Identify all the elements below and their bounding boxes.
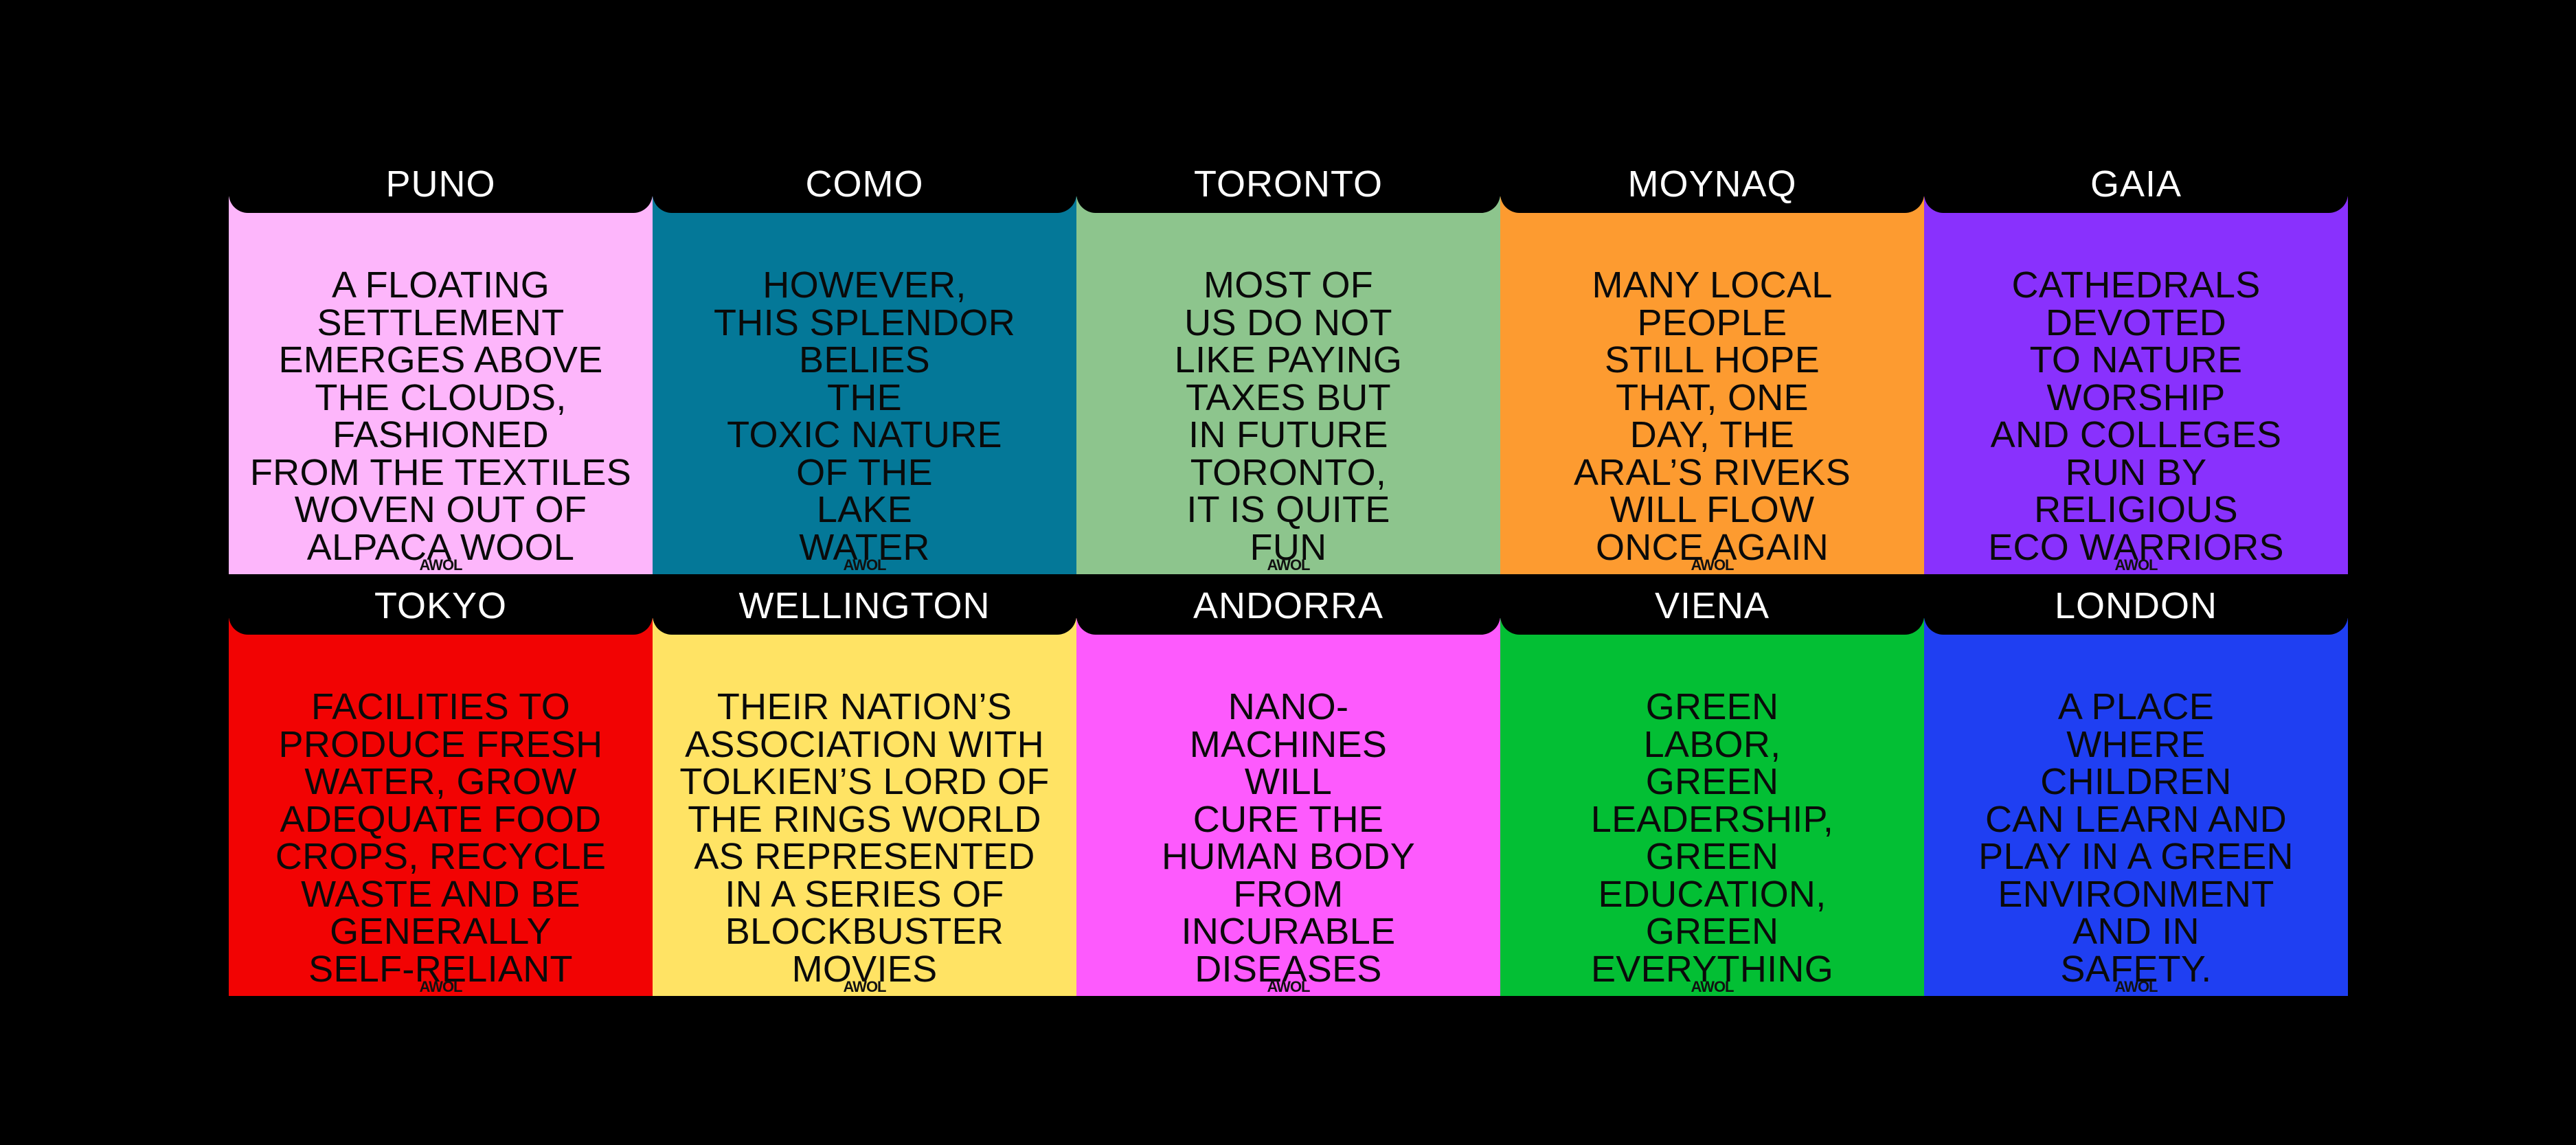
- awol-logo: AWOL: [1267, 556, 1311, 574]
- card-description: MOST OF US DO NOT LIKE PAYING TAXES BUT …: [1174, 264, 1403, 568]
- card-city-title: PUNO: [229, 152, 653, 213]
- card-description: MANY LOCAL PEOPLE STILL HOPE THAT, ONE D…: [1573, 264, 1851, 568]
- city-card-viena: GREEN LABOR, GREEN LEADERSHIP, GREEN EDU…: [1500, 574, 1924, 996]
- card-description: HOWEVER, THIS SPLENDOR BELIES THE TOXIC …: [714, 264, 1015, 568]
- card-color-panel: NANO- MACHINES WILL CURE THE HUMAN BODY …: [1076, 618, 1500, 996]
- city-card-puno: A FLOATING SETTLEMENT EMERGES ABOVE THE …: [229, 152, 653, 574]
- awol-logo: AWOL: [2114, 556, 2158, 574]
- awol-logo: AWOL: [843, 978, 887, 995]
- awol-logo: AWOL: [1691, 556, 1735, 574]
- card-city-title: TORONTO: [1076, 152, 1500, 213]
- awol-logo: AWOL: [419, 556, 463, 574]
- card-color-panel: HOWEVER, THIS SPLENDOR BELIES THE TOXIC …: [653, 196, 1076, 574]
- card-color-panel: MANY LOCAL PEOPLE STILL HOPE THAT, ONE D…: [1500, 196, 1924, 574]
- card-city-title: LONDON: [1924, 574, 2348, 635]
- city-card-gaia: CATHEDRALS DEVOTED TO NATURE WORSHIP AND…: [1924, 152, 2348, 574]
- card-city-title: WELLINGTON: [653, 574, 1076, 635]
- card-color-panel: THEIR NATION’S ASSOCIATION WITH TOLKIEN’…: [653, 618, 1076, 996]
- city-card-moynaq: MANY LOCAL PEOPLE STILL HOPE THAT, ONE D…: [1500, 152, 1924, 574]
- card-description: A FLOATING SETTLEMENT EMERGES ABOVE THE …: [249, 264, 632, 568]
- card-city-title: VIENA: [1500, 574, 1924, 635]
- card-city-title: ANDORRA: [1076, 574, 1500, 635]
- card-city-title: COMO: [653, 152, 1076, 213]
- city-card-toronto: MOST OF US DO NOT LIKE PAYING TAXES BUT …: [1076, 152, 1500, 574]
- poster-grid: A FLOATING SETTLEMENT EMERGES ABOVE THE …: [229, 152, 2348, 996]
- city-card-london: A PLACE WHERE CHILDREN CAN LEARN AND PLA…: [1924, 574, 2348, 996]
- card-color-panel: FACILITIES TO PRODUCE FRESH WATER, GROW …: [229, 618, 653, 996]
- card-description: NANO- MACHINES WILL CURE THE HUMAN BODY …: [1161, 686, 1416, 990]
- card-description: FACILITIES TO PRODUCE FRESH WATER, GROW …: [275, 686, 607, 990]
- card-city-title: GAIA: [1924, 152, 2348, 213]
- awol-logo: AWOL: [1691, 978, 1735, 995]
- city-card-como: HOWEVER, THIS SPLENDOR BELIES THE TOXIC …: [653, 152, 1076, 574]
- card-description: CATHEDRALS DEVOTED TO NATURE WORSHIP AND…: [1988, 264, 2284, 568]
- card-color-panel: A PLACE WHERE CHILDREN CAN LEARN AND PLA…: [1924, 618, 2348, 996]
- card-color-panel: GREEN LABOR, GREEN LEADERSHIP, GREEN EDU…: [1500, 618, 1924, 996]
- card-description: A PLACE WHERE CHILDREN CAN LEARN AND PLA…: [1978, 686, 2294, 990]
- city-card-wellington: THEIR NATION’S ASSOCIATION WITH TOLKIEN’…: [653, 574, 1076, 996]
- card-description: THEIR NATION’S ASSOCIATION WITH TOLKIEN’…: [679, 686, 1050, 990]
- card-city-title: MOYNAQ: [1500, 152, 1924, 213]
- card-city-title: TOKYO: [229, 574, 653, 635]
- awol-logo: AWOL: [2114, 978, 2158, 995]
- awol-logo: AWOL: [1267, 978, 1311, 995]
- city-card-andorra: NANO- MACHINES WILL CURE THE HUMAN BODY …: [1076, 574, 1500, 996]
- card-description: GREEN LABOR, GREEN LEADERSHIP, GREEN EDU…: [1590, 686, 1834, 990]
- card-color-panel: CATHEDRALS DEVOTED TO NATURE WORSHIP AND…: [1924, 196, 2348, 574]
- awol-logo: AWOL: [419, 978, 463, 995]
- card-color-panel: MOST OF US DO NOT LIKE PAYING TAXES BUT …: [1076, 196, 1500, 574]
- city-card-tokyo: FACILITIES TO PRODUCE FRESH WATER, GROW …: [229, 574, 653, 996]
- card-color-panel: A FLOATING SETTLEMENT EMERGES ABOVE THE …: [229, 196, 653, 574]
- awol-logo: AWOL: [843, 556, 887, 574]
